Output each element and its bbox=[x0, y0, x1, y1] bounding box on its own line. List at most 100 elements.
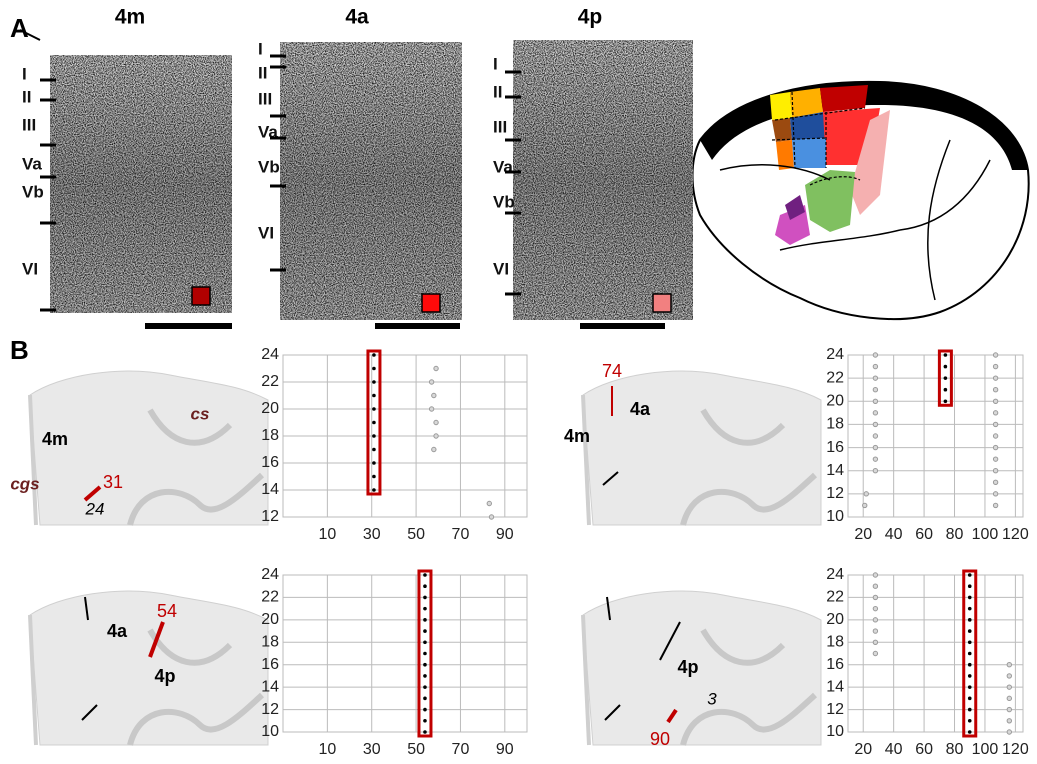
data-point bbox=[993, 388, 997, 392]
y-tick-label: 24 bbox=[826, 566, 844, 583]
x-tick-label: 90 bbox=[496, 526, 514, 543]
data-point bbox=[968, 719, 972, 723]
sample-number: 31 bbox=[103, 472, 123, 492]
layer-boundary bbox=[505, 212, 521, 215]
data-point bbox=[873, 584, 877, 588]
layer-label: III bbox=[493, 117, 507, 136]
data-point bbox=[1007, 730, 1011, 734]
x-tick-label: 100 bbox=[972, 526, 999, 543]
data-point bbox=[968, 607, 972, 611]
data-point bbox=[432, 447, 436, 451]
data-point bbox=[873, 364, 877, 368]
x-tick-label: 60 bbox=[915, 526, 933, 543]
data-point bbox=[873, 434, 877, 438]
data-point bbox=[873, 445, 877, 449]
data-point bbox=[429, 380, 433, 384]
x-tick-label: 40 bbox=[885, 526, 903, 543]
layer-label: Va bbox=[493, 157, 513, 176]
data-point bbox=[993, 492, 997, 496]
section-label: 4p bbox=[677, 657, 698, 677]
data-point bbox=[423, 719, 427, 723]
x-tick-label: 120 bbox=[1002, 741, 1029, 758]
x-tick-label: 80 bbox=[946, 741, 964, 758]
y-tick-label: 14 bbox=[261, 481, 279, 498]
data-point bbox=[423, 573, 427, 577]
data-point bbox=[993, 353, 997, 357]
data-point bbox=[372, 380, 376, 384]
y-tick-label: 16 bbox=[826, 656, 844, 673]
y-tick-label: 10 bbox=[826, 723, 844, 740]
data-point bbox=[873, 606, 877, 610]
y-tick-label: 20 bbox=[826, 393, 844, 410]
data-point bbox=[423, 584, 427, 588]
x-tick-label: 50 bbox=[407, 741, 425, 758]
x-tick-label: 10 bbox=[318, 741, 336, 758]
layer-boundary bbox=[270, 269, 286, 272]
data-point bbox=[944, 376, 948, 380]
layer-boundary bbox=[270, 115, 286, 118]
layer-boundary bbox=[40, 309, 56, 312]
section-label: 4p bbox=[154, 666, 175, 686]
data-point bbox=[423, 629, 427, 633]
data-point bbox=[993, 376, 997, 380]
data-point bbox=[372, 448, 376, 452]
data-point bbox=[993, 457, 997, 461]
sample-number: 90 bbox=[650, 729, 670, 749]
y-tick-label: 12 bbox=[826, 485, 844, 502]
layer-boundary bbox=[270, 66, 286, 69]
layer-label: III bbox=[22, 115, 36, 134]
section-label: 4m bbox=[564, 426, 590, 446]
layer-label: I bbox=[258, 39, 263, 58]
figure: A4mIIIIIIVaVbVI4aIIIIIIVaVbVI4pIIIIIIVaV… bbox=[0, 0, 1037, 759]
area-swatch bbox=[653, 294, 671, 312]
data-point bbox=[873, 640, 877, 644]
data-point bbox=[993, 411, 997, 415]
panel-label: B bbox=[10, 335, 29, 365]
y-tick-label: 10 bbox=[826, 508, 844, 525]
y-tick-label: 18 bbox=[261, 634, 279, 651]
area-swatch bbox=[422, 294, 440, 312]
layer-label: I bbox=[22, 64, 27, 83]
data-point bbox=[372, 367, 376, 371]
layer-label: I bbox=[493, 54, 498, 73]
layer-label: VI bbox=[22, 259, 38, 278]
scale-bar bbox=[580, 323, 665, 329]
section-label: 4a bbox=[630, 399, 651, 419]
data-point bbox=[873, 388, 877, 392]
y-tick-label: 24 bbox=[261, 566, 279, 583]
data-point bbox=[372, 434, 376, 438]
data-point bbox=[1007, 685, 1011, 689]
layer-boundary bbox=[270, 185, 286, 188]
data-point bbox=[489, 515, 493, 519]
x-tick-label: 70 bbox=[452, 741, 470, 758]
y-tick-label: 14 bbox=[826, 462, 844, 479]
plot-area bbox=[283, 575, 527, 732]
data-point bbox=[968, 573, 972, 577]
y-tick-label: 24 bbox=[261, 346, 279, 363]
data-point bbox=[423, 618, 427, 622]
y-tick-label: 16 bbox=[826, 439, 844, 456]
data-point bbox=[873, 353, 877, 357]
y-tick-label: 22 bbox=[826, 589, 844, 606]
data-point bbox=[968, 663, 972, 667]
data-point bbox=[487, 501, 491, 505]
layer-label: Vb bbox=[258, 157, 280, 176]
x-tick-label: 100 bbox=[972, 741, 999, 758]
layer-boundary bbox=[40, 79, 56, 82]
sample-number: 54 bbox=[157, 601, 177, 621]
data-point bbox=[968, 674, 972, 678]
x-tick-label: 60 bbox=[915, 741, 933, 758]
layer-boundary bbox=[40, 176, 56, 179]
data-point bbox=[372, 353, 376, 357]
data-point bbox=[873, 618, 877, 622]
x-tick-label: 70 bbox=[452, 526, 470, 543]
x-tick-label: 10 bbox=[318, 526, 336, 543]
data-point bbox=[873, 651, 877, 655]
section-label: 24 bbox=[85, 499, 105, 518]
layer-label: Vb bbox=[493, 192, 515, 211]
y-tick-label: 16 bbox=[261, 454, 279, 471]
layer-boundary bbox=[505, 139, 521, 142]
data-point bbox=[873, 573, 877, 577]
data-point bbox=[423, 697, 427, 701]
section-label: cs bbox=[191, 404, 210, 423]
